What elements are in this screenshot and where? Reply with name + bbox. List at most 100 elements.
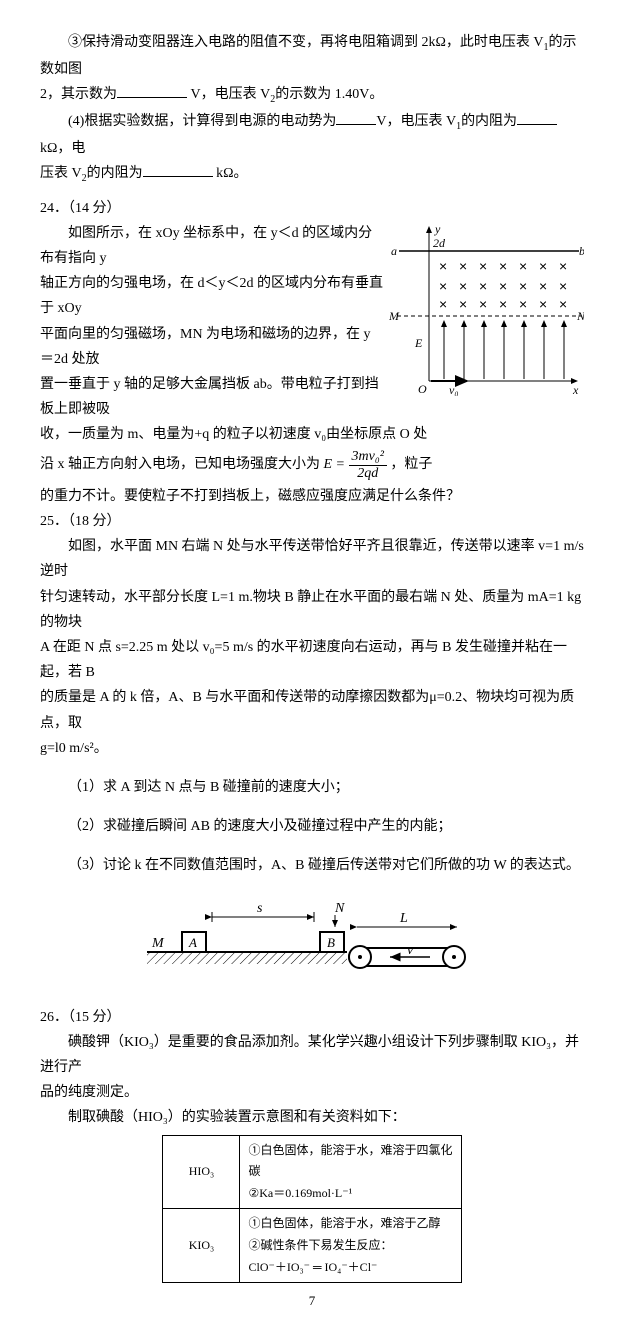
d2-label: 2d xyxy=(433,236,446,250)
formula-E: E = 3mv₀² 2qd xyxy=(324,457,391,472)
svg-text:×: × xyxy=(459,258,467,274)
q25-i1: （1）求 A 到达 N 点与 B 碰撞前的速度大小； xyxy=(40,775,584,800)
b-field-crosses: ××××××× ××××××× ××××××× xyxy=(439,258,567,312)
svg-text:×: × xyxy=(479,296,487,312)
e-field-arrows xyxy=(444,321,564,379)
svg-text:×: × xyxy=(559,258,567,274)
b-label: B xyxy=(327,935,335,950)
q23-continuation: ③保持滑动变阻器连入电路的阻值不变，再将电阻箱调到 2kΩ，此时电压表 V1的示… xyxy=(40,30,584,188)
svg-text:×: × xyxy=(519,278,527,294)
table-row: HIO₃ ①白色固体，能溶于水，难溶于四氯化 碳 ②Ka＝0.169mol·L⁻… xyxy=(163,1135,461,1209)
blank xyxy=(117,83,187,98)
b-label: b xyxy=(579,244,584,258)
q25: 25．（18 分） 如图，水平面 MN 右端 N 处与水平传送带恰好平齐且很靠近… xyxy=(40,509,584,997)
q23-line3: (4)根据实验数据，计算得到电源的电动势为V，电压表 V1的内阻为kΩ，电 xyxy=(40,109,584,161)
text: ClO⁻＋IO₃⁻ ═ IO₄⁻＋Cl⁻ xyxy=(248,1257,452,1279)
m-label: M xyxy=(389,309,400,323)
q26-number: 26．（15 分） xyxy=(40,1005,584,1030)
q25-figure: A B M N s v L xyxy=(40,892,584,996)
q25-i3: （3）讨论 k 在不同数值范围时，A、B 碰撞后传送带对它们所做的功 W 的表达… xyxy=(40,853,584,878)
x-label: x xyxy=(572,383,579,396)
table-row: KIO₃ ①白色固体，能溶于水，难溶于乙醇 ②碱性条件下易发生反应： ClO⁻＋… xyxy=(163,1209,461,1283)
cell-hio3-label: HIO₃ xyxy=(163,1135,240,1209)
q23-line1: ③保持滑动变阻器连入电路的阻值不变，再将电阻箱调到 2kΩ，此时电压表 V1的示… xyxy=(40,30,584,82)
q24-number: 24．（14 分） xyxy=(40,196,584,221)
q25-p5: g=l0 m/s²。 xyxy=(40,736,584,761)
text: kΩ，电 xyxy=(40,141,85,156)
blank xyxy=(336,110,376,125)
text: 的内阻为 xyxy=(87,166,143,181)
svg-text:×: × xyxy=(459,278,467,294)
q24-diagram: y x O a b 2d M N ××××××× ××××××× ××××××× xyxy=(389,221,584,405)
cell-kio3-desc: ①白色固体，能溶于水，难溶于乙醇 ②碱性条件下易发生反应： ClO⁻＋IO₃⁻ … xyxy=(240,1209,461,1283)
q24: 24．（14 分） y x O a b 2d M N xyxy=(40,196,584,509)
a-label: A xyxy=(188,935,197,950)
svg-text:×: × xyxy=(439,258,447,274)
text: 的内阻为 xyxy=(461,114,517,129)
y-label: y xyxy=(434,222,441,236)
cell-kio3-label: KIO₃ xyxy=(163,1209,240,1283)
svg-text:×: × xyxy=(459,296,467,312)
cell-hio3-desc: ①白色固体，能溶于水，难溶于四氯化 碳 ②Ka＝0.169mol·L⁻¹ xyxy=(240,1135,461,1209)
s-label: s xyxy=(257,901,263,916)
svg-text:×: × xyxy=(539,258,547,274)
svg-text:×: × xyxy=(439,296,447,312)
q25-p1: 如图，水平面 MN 右端 N 处与水平传送带恰好平齐且很靠近，传送带以速率 v=… xyxy=(40,534,584,584)
n-label: N xyxy=(576,309,584,323)
svg-text:×: × xyxy=(439,278,447,294)
a-label: a xyxy=(391,244,397,258)
q25-number: 25．（18 分） xyxy=(40,509,584,534)
text: 的示数为 1.40V。 xyxy=(275,87,383,102)
text: 2，其示数为 xyxy=(40,87,117,102)
svg-text:×: × xyxy=(539,296,547,312)
q24-p7: 的重力不计。要使粒子不打到挡板上，磁感应强度应满足什么条件？ xyxy=(40,484,584,509)
blank xyxy=(517,110,557,125)
q26-p2: 品的纯度测定。 xyxy=(40,1080,584,1105)
numerator: 3mv₀² xyxy=(349,449,387,465)
text: ③保持滑动变阻器连入电路的阻值不变，再将电阻箱调到 2kΩ，此时电压表 V xyxy=(68,35,544,50)
q23-line2: 2，其示数为 V，电压表 V2的示数为 1.40V。 xyxy=(40,82,584,109)
q23-line4: 压表 V2的内阻为 kΩ。 xyxy=(40,161,584,188)
text: 沿 x 轴正方向射入电场，已知电场强度大小为 xyxy=(40,457,324,472)
svg-text:×: × xyxy=(499,258,507,274)
field-diagram-svg: y x O a b 2d M N ××××××× ××××××× ××××××× xyxy=(389,221,584,396)
svg-text:×: × xyxy=(479,278,487,294)
q25-p3: A 在距 N 点 s=2.25 m 处以 v₀=5 m/s 的水平初速度向右运动… xyxy=(40,635,584,685)
origin-label: O xyxy=(418,382,427,396)
q25-p2: 针匀速转动，水平部分长度 L=1 m.物块 B 静止在水平面的最右端 N 处、质… xyxy=(40,585,584,635)
text: V，电压表 V xyxy=(187,87,270,102)
m-label: M xyxy=(151,936,165,951)
svg-text:×: × xyxy=(499,278,507,294)
text: 压表 V xyxy=(40,166,82,181)
blank xyxy=(143,162,213,177)
page-number: 7 xyxy=(40,1289,584,1312)
conveyor-diagram-svg: A B M N s v L xyxy=(142,892,482,987)
text: ②Ka＝0.169mol·L⁻¹ xyxy=(248,1183,452,1205)
text: kΩ。 xyxy=(213,166,248,181)
svg-text:×: × xyxy=(499,296,507,312)
q24-p6: 沿 x 轴正方向射入电场，已知电场强度大小为 E = 3mv₀² 2qd ，粒子 xyxy=(40,447,584,483)
q26: 26．（15 分） 碘酸钾（KIO₃）是重要的食品添加剂。某化学兴趣小组设计下列… xyxy=(40,1005,584,1284)
text: ②碱性条件下易发生反应： xyxy=(248,1235,452,1257)
text: 碳 xyxy=(248,1161,452,1183)
denominator: 2qd xyxy=(349,466,387,481)
l-label: L xyxy=(399,911,408,926)
text: ，粒子 xyxy=(390,457,432,472)
n-label: N xyxy=(334,901,345,916)
svg-text:×: × xyxy=(559,278,567,294)
fraction: 3mv₀² 2qd xyxy=(349,449,387,481)
text: ①白色固体，能溶于水，难溶于四氯化 xyxy=(248,1140,452,1162)
v-label: v xyxy=(407,943,414,958)
svg-text:×: × xyxy=(559,296,567,312)
text: ①白色固体，能溶于水，难溶于乙醇 xyxy=(248,1213,452,1235)
q24-p5: 收，一质量为 m、电量为+q 的粒子以初速度 v₀由坐标原点 O 处 xyxy=(40,422,584,447)
text: (4)根据实验数据，计算得到电源的电动势为 xyxy=(68,114,336,129)
v0-label: v₀ xyxy=(449,383,459,396)
e-label: E xyxy=(414,336,423,350)
q26-p1: 碘酸钾（KIO₃）是重要的食品添加剂。某化学兴趣小组设计下列步骤制取 KIO₃，… xyxy=(40,1030,584,1080)
svg-text:×: × xyxy=(539,278,547,294)
q25-i2: （2）求碰撞后瞬间 AB 的速度大小及碰撞过程中产生的内能； xyxy=(40,814,584,839)
q26-p3: 制取碘酸（HIO₃）的实验装置示意图和有关资料如下： xyxy=(40,1105,584,1130)
q25-p4: 的质量是 A 的 k 倍，A、B 与水平面和传送带的动摩擦因数都为μ=0.2、物… xyxy=(40,685,584,735)
eq: E = xyxy=(324,457,346,472)
